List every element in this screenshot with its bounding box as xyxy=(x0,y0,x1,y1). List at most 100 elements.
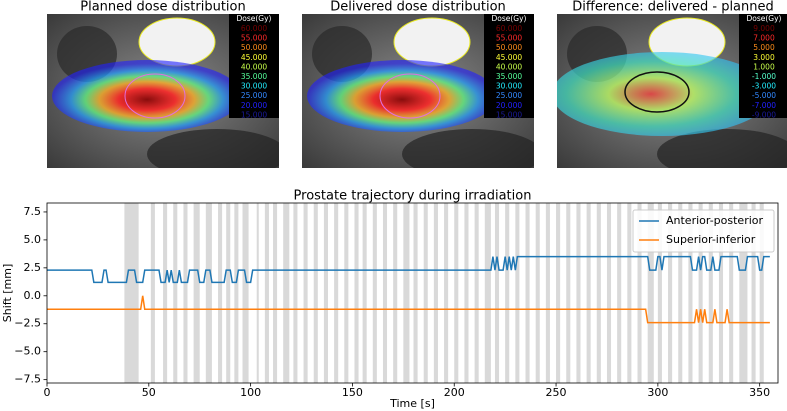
shaded-interval xyxy=(323,203,328,383)
shaded-interval xyxy=(729,203,734,383)
y-tick-label: 0.0 xyxy=(24,289,42,302)
shaded-interval xyxy=(193,203,200,383)
x-tick-label: 50 xyxy=(142,386,156,399)
shaded-interval xyxy=(313,203,318,383)
legend-label: Superior-inferior xyxy=(666,233,756,246)
y-axis-label: Shift [mm] xyxy=(1,264,14,323)
shaded-interval xyxy=(617,203,622,383)
legend-label: 50.000 xyxy=(496,43,522,52)
dark-tissue xyxy=(147,129,279,168)
series-line xyxy=(47,295,770,324)
legend-label: 25.000 xyxy=(241,91,267,100)
shaded-interval xyxy=(464,203,469,383)
dose-overlay xyxy=(307,60,497,132)
legend-box xyxy=(229,14,279,118)
legend-label: 1.000 xyxy=(753,62,775,71)
shaded-interval xyxy=(173,203,178,383)
legend-label: 15.000 xyxy=(241,110,267,119)
legend-label: 3.000 xyxy=(753,53,775,62)
target-contour xyxy=(379,73,441,119)
chart-title: Prostate trajectory during irradiation xyxy=(294,189,532,204)
legend-label: 40.000 xyxy=(241,62,267,71)
shaded-interval xyxy=(382,203,388,383)
mri-image xyxy=(557,14,787,168)
shaded-interval xyxy=(218,203,223,383)
x-tick-label: 100 xyxy=(240,386,261,399)
shaded-interval xyxy=(751,203,756,383)
shaded-interval xyxy=(596,203,601,383)
shaded-interval xyxy=(444,203,449,383)
legend-label: 7.000 xyxy=(753,34,775,43)
shaded-interval xyxy=(718,203,724,383)
y-tick-label: −2.5 xyxy=(14,317,41,330)
legend-label: 55.000 xyxy=(496,34,522,43)
legend-label: 20.000 xyxy=(241,101,267,110)
legend-label: Anterior-posterior xyxy=(666,214,764,227)
legend-label: -3.000 xyxy=(752,82,776,91)
x-tick-label: 150 xyxy=(342,386,363,399)
dark-tissue xyxy=(402,129,534,168)
shaded-interval xyxy=(234,203,239,383)
x-tick-label: 0 xyxy=(44,386,51,399)
bladder xyxy=(138,17,216,67)
shaded-interval xyxy=(163,203,168,383)
shaded-interval xyxy=(403,203,410,383)
legend-label: -5.000 xyxy=(752,91,776,100)
shaded-interval xyxy=(273,203,278,383)
legend-label: 35.000 xyxy=(241,72,267,81)
shaded-interval xyxy=(525,203,530,383)
shaded-interval xyxy=(372,203,377,383)
shaded-interval xyxy=(657,203,662,383)
shaded-interval xyxy=(264,203,269,383)
difference-overlay xyxy=(557,52,772,136)
shaded-interval xyxy=(708,203,713,383)
legend-label: 50.000 xyxy=(241,43,267,52)
shaded-interval xyxy=(226,203,231,383)
shaded-interval xyxy=(688,203,693,383)
shaded-interval xyxy=(423,203,428,383)
shaded-interval xyxy=(494,203,500,383)
panel-title: Difference: delivered - planned xyxy=(572,0,774,15)
shaded-interval xyxy=(183,203,188,383)
x-tick-label: 250 xyxy=(546,386,567,399)
plot-frame xyxy=(46,202,779,384)
legend-label: 45.000 xyxy=(496,53,522,62)
x-tick-label: 200 xyxy=(444,386,465,399)
shaded-interval xyxy=(698,203,703,383)
legend-label: 30.000 xyxy=(496,82,522,91)
shaded-interval xyxy=(334,203,339,383)
shaded-interval xyxy=(535,203,540,383)
panel-title: Delivered dose distribution xyxy=(330,0,506,15)
shaded-interval xyxy=(433,203,438,383)
shaded-interval xyxy=(362,203,367,383)
dose-overlay xyxy=(52,60,242,132)
legend-label: -9.000 xyxy=(752,110,776,119)
series-line xyxy=(47,255,770,284)
y-tick-label: −5.0 xyxy=(14,345,41,358)
shaded-interval xyxy=(739,203,748,383)
shaded-interval xyxy=(242,203,249,383)
shaded-interval xyxy=(344,203,349,383)
shaded-interval xyxy=(413,203,418,383)
legend-title: Dose(Gy) xyxy=(237,14,272,23)
x-tick-label: 350 xyxy=(749,386,770,399)
shaded-interval xyxy=(124,203,139,383)
y-tick-label: 2.5 xyxy=(24,261,42,274)
legend-label: 25.000 xyxy=(496,91,522,100)
shaded-interval xyxy=(474,203,479,383)
shaded-interval xyxy=(576,203,581,383)
legend-label: 60.000 xyxy=(241,24,267,33)
y-tick-label: 5.0 xyxy=(24,233,42,246)
legend-title: Dose(Gy) xyxy=(492,14,527,23)
shaded-interval xyxy=(515,203,520,383)
legend-label: 35.000 xyxy=(496,72,522,81)
bladder xyxy=(393,17,471,67)
legend-box xyxy=(484,14,534,118)
legend-title: Dose(Gy) xyxy=(747,14,782,23)
legend-label: 9.000 xyxy=(753,24,775,33)
shaded-interval xyxy=(668,203,673,383)
shaded-interval xyxy=(637,203,642,383)
y-tick-label: 7.5 xyxy=(24,205,42,218)
mri-image xyxy=(47,14,279,168)
shaded-interval xyxy=(150,203,155,383)
